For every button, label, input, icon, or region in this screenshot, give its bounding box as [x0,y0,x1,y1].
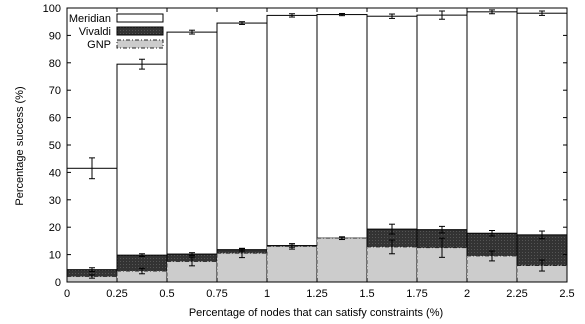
error-bar-vivaldi [439,225,445,234]
error-bar-gnp [89,274,95,279]
bar-gnp [266,245,318,283]
x-tick-label: 0 [64,288,70,300]
error-bar-meridian [539,10,545,16]
x-tick-label: 1.75 [406,288,427,300]
x-tick-label: 0.5 [159,288,174,300]
error-bar-gnp [289,243,295,250]
y-tick-label: 100 [43,3,61,15]
bar-meridian [216,22,268,283]
y-tick-label: 30 [49,195,61,207]
error-bar-gnp [339,236,345,241]
error-bar-meridian [439,10,445,20]
error-bar-gnp [389,239,395,255]
error-bar-meridian [489,9,495,15]
bar-gnp [316,237,368,283]
error-bar-gnp [539,259,545,272]
x-axis-label: Percentage of nodes that can satisfy con… [189,307,443,319]
y-tick-label: 20 [49,222,61,234]
y-tick-label: 70 [49,85,61,97]
error-bar-gnp [489,250,495,262]
error-bar-vivaldi [539,230,545,240]
y-tick-label: 90 [49,30,61,42]
y-tick-label: 0 [55,277,61,289]
error-bar-gnp [439,237,445,258]
x-tick-label: 2 [464,288,470,300]
error-bar-meridian [189,29,195,35]
x-tick-label: 1 [264,288,270,300]
error-bar-gnp [189,256,195,267]
x-tick-label: 2.5 [559,288,574,300]
y-tick-label: 10 [49,250,61,262]
error-bar-gnp [239,248,245,259]
error-bar-meridian [139,58,145,70]
error-bar-meridian [389,13,395,19]
bar-meridian [66,167,118,283]
x-tick-label: 1.25 [306,288,327,300]
y-axis-label: Percentage success (%) [14,86,26,205]
legend-label: Vivaldi [79,26,111,38]
bar-meridian [166,31,218,283]
y-tick-label: 50 [49,140,61,152]
error-bar-meridian [89,157,95,180]
x-tick-label: 1.5 [359,288,374,300]
error-bar-gnp [139,267,145,275]
tick-labels: 0 10 20 30 40 50 60 70 80 90 100 0 0.25 0.5 0.75 1 1.25 1… [43,3,575,300]
error-bar-meridian [289,13,295,18]
error-bar-meridian [339,12,345,17]
plot-area [66,7,568,283]
legend-label: Meridian [69,13,111,25]
y-tick-label: 80 [49,58,61,70]
x-tick-label: 0.75 [206,288,227,300]
x-tick-label: 2.25 [506,288,527,300]
error-bar-vivaldi [139,253,145,258]
legend-swatch [116,13,164,23]
bar-meridian [116,63,168,283]
error-bar-vivaldi [89,267,95,273]
x-tick-label: 0.25 [106,288,127,300]
error-bar-vivaldi [389,223,395,235]
legend-swatch [116,26,164,36]
bar-meridian [266,14,318,283]
legend-swatch [116,39,164,49]
error-bar-vivaldi [189,252,195,256]
legend-label: GNP [87,39,111,51]
y-tick-label: 40 [49,167,61,179]
y-tick-label: 60 [49,113,61,125]
error-bar-vivaldi [489,229,495,237]
error-bar-meridian [239,21,245,25]
